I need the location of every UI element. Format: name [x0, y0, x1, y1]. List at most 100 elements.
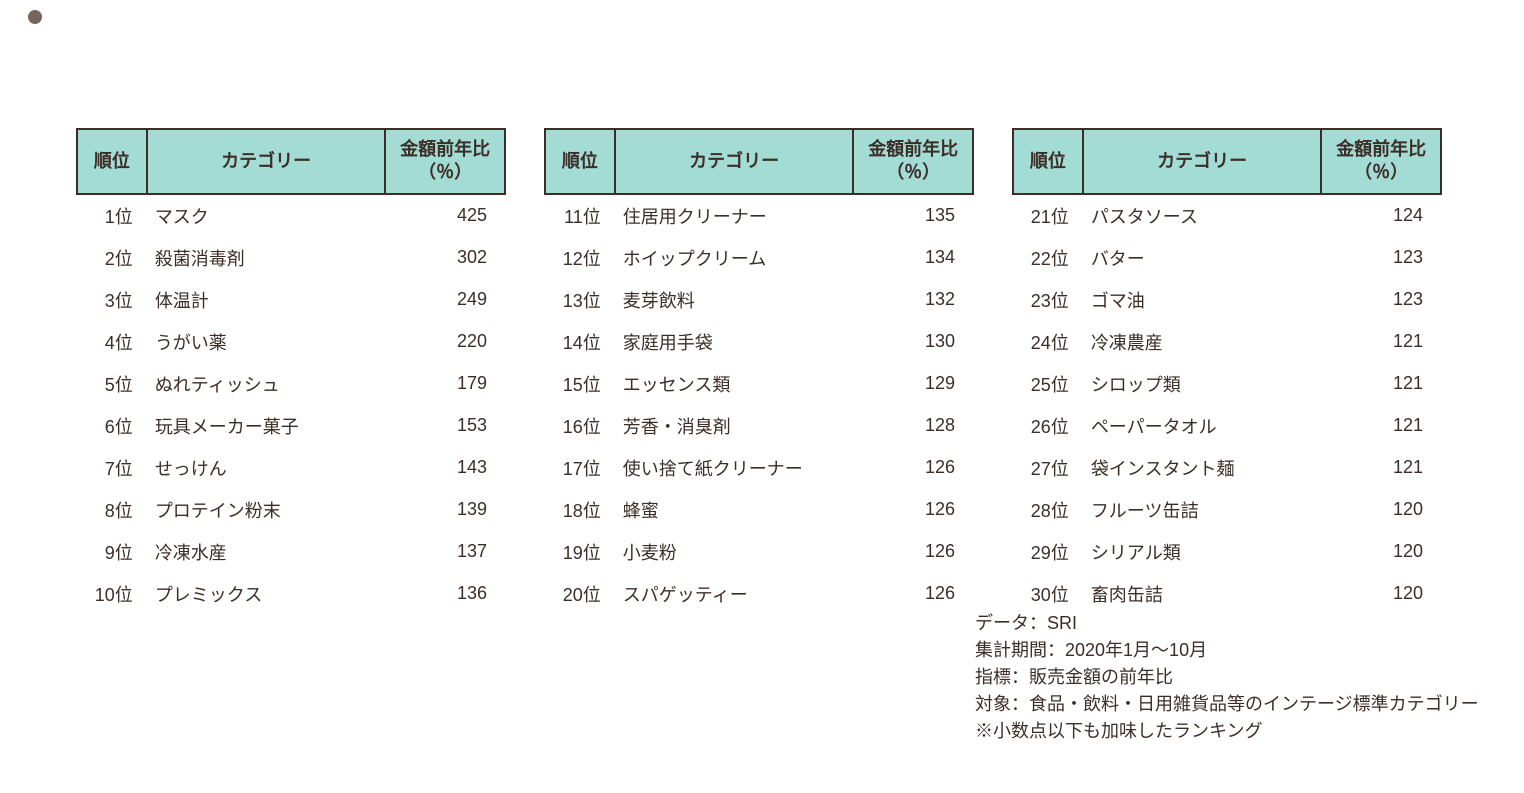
- rank-cell: 23位: [1013, 279, 1083, 321]
- category-cell: 畜肉缶詰: [1083, 573, 1322, 615]
- category-cell: ペーパータオル: [1083, 405, 1322, 447]
- footnote-line: 対象：食品・飲料・日用雑貨品等のインテージ標準カテゴリー: [975, 691, 1479, 718]
- table-row: 25位シロップ類121: [1013, 363, 1441, 405]
- table-row: 21位パスタソース124: [1013, 194, 1441, 237]
- column-header: 順位: [1013, 129, 1083, 194]
- value-cell: 179: [385, 363, 505, 405]
- tables-container: 順位カテゴリー金額前年比（％）1位マスク4252位殺菌消毒剤3023位体温計24…: [76, 128, 1442, 615]
- column-header: 金額前年比（％）: [1321, 129, 1441, 194]
- rank-cell: 20位: [545, 573, 615, 615]
- category-cell: 麦芽飲料: [615, 279, 854, 321]
- rank-cell: 8位: [77, 489, 147, 531]
- value-cell: 249: [385, 279, 505, 321]
- value-cell: 143: [385, 447, 505, 489]
- category-cell: 使い捨て紙クリーナー: [615, 447, 854, 489]
- value-cell: 126: [853, 531, 973, 573]
- table-row: 10位プレミックス136: [77, 573, 505, 615]
- column-header: カテゴリー: [147, 129, 386, 194]
- table-row: 17位使い捨て紙クリーナー126: [545, 447, 973, 489]
- value-cell: 135: [853, 194, 973, 237]
- value-cell: 126: [853, 573, 973, 615]
- rank-cell: 17位: [545, 447, 615, 489]
- category-cell: プロテイン粉末: [147, 489, 386, 531]
- table-row: 8位プロテイン粉末139: [77, 489, 505, 531]
- category-cell: 冷凍水産: [147, 531, 386, 573]
- value-cell: 120: [1321, 573, 1441, 615]
- rank-cell: 3位: [77, 279, 147, 321]
- category-cell: パスタソース: [1083, 194, 1322, 237]
- footnotes: データ：SRI 集計期間：2020年1月～10月 指標：販売金額の前年比 対象：…: [975, 610, 1479, 745]
- value-cell: 121: [1321, 363, 1441, 405]
- rank-cell: 14位: [545, 321, 615, 363]
- category-cell: エッセンス類: [615, 363, 854, 405]
- category-cell: スパゲッティー: [615, 573, 854, 615]
- value-cell: 153: [385, 405, 505, 447]
- value-cell: 121: [1321, 405, 1441, 447]
- rank-cell: 28位: [1013, 489, 1083, 531]
- category-cell: せっけん: [147, 447, 386, 489]
- value-cell: 137: [385, 531, 505, 573]
- table-row: 2位殺菌消毒剤302: [77, 237, 505, 279]
- rank-cell: 18位: [545, 489, 615, 531]
- value-cell: 136: [385, 573, 505, 615]
- table-row: 7位せっけん143: [77, 447, 505, 489]
- table-row: 24位冷凍農産121: [1013, 321, 1441, 363]
- rank-cell: 15位: [545, 363, 615, 405]
- category-cell: ぬれティッシュ: [147, 363, 386, 405]
- value-cell: 128: [853, 405, 973, 447]
- rank-cell: 10位: [77, 573, 147, 615]
- category-cell: うがい薬: [147, 321, 386, 363]
- category-cell: フルーツ缶詰: [1083, 489, 1322, 531]
- category-cell: 袋インスタント麺: [1083, 447, 1322, 489]
- table-row: 29位シリアル類120: [1013, 531, 1441, 573]
- value-cell: 121: [1321, 447, 1441, 489]
- table-row: 13位麦芽飲料132: [545, 279, 973, 321]
- value-cell: 126: [853, 489, 973, 531]
- table-row: 30位畜肉缶詰120: [1013, 573, 1441, 615]
- table-row: 6位玩具メーカー菓子153: [77, 405, 505, 447]
- value-cell: 132: [853, 279, 973, 321]
- column-header: 金額前年比（％）: [853, 129, 973, 194]
- table-row: 15位エッセンス類129: [545, 363, 973, 405]
- table-row: 12位ホイップクリーム134: [545, 237, 973, 279]
- ranking-table-3: 順位カテゴリー金額前年比（％）21位パスタソース12422位バター12323位ゴ…: [1012, 128, 1442, 615]
- table-row: 11位住居用クリーナー135: [545, 194, 973, 237]
- rank-cell: 25位: [1013, 363, 1083, 405]
- rank-cell: 16位: [545, 405, 615, 447]
- category-cell: 殺菌消毒剤: [147, 237, 386, 279]
- rank-cell: 4位: [77, 321, 147, 363]
- rank-cell: 24位: [1013, 321, 1083, 363]
- category-cell: 玩具メーカー菓子: [147, 405, 386, 447]
- category-cell: プレミックス: [147, 573, 386, 615]
- category-cell: マスク: [147, 194, 386, 237]
- rank-cell: 9位: [77, 531, 147, 573]
- value-cell: 126: [853, 447, 973, 489]
- table-row: 20位スパゲッティー126: [545, 573, 973, 615]
- table-row: 22位バター123: [1013, 237, 1441, 279]
- table-row: 23位ゴマ油123: [1013, 279, 1441, 321]
- table-row: 16位芳香・消臭剤128: [545, 405, 973, 447]
- value-cell: 120: [1321, 531, 1441, 573]
- rank-cell: 13位: [545, 279, 615, 321]
- rank-cell: 30位: [1013, 573, 1083, 615]
- value-cell: 124: [1321, 194, 1441, 237]
- table-row: 18位蜂蜜126: [545, 489, 973, 531]
- rank-cell: 22位: [1013, 237, 1083, 279]
- category-cell: シロップ類: [1083, 363, 1322, 405]
- category-cell: 小麦粉: [615, 531, 854, 573]
- rank-cell: 2位: [77, 237, 147, 279]
- category-cell: シリアル類: [1083, 531, 1322, 573]
- rank-cell: 19位: [545, 531, 615, 573]
- table-row: 28位フルーツ缶詰120: [1013, 489, 1441, 531]
- category-cell: バター: [1083, 237, 1322, 279]
- value-cell: 123: [1321, 279, 1441, 321]
- value-cell: 302: [385, 237, 505, 279]
- column-header: 順位: [545, 129, 615, 194]
- column-header: 金額前年比（％）: [385, 129, 505, 194]
- table-row: 19位小麦粉126: [545, 531, 973, 573]
- value-cell: 121: [1321, 321, 1441, 363]
- table-row: 3位体温計249: [77, 279, 505, 321]
- category-cell: 冷凍農産: [1083, 321, 1322, 363]
- footnote-line: 指標：販売金額の前年比: [975, 664, 1479, 691]
- ranking-table-1: 順位カテゴリー金額前年比（％）1位マスク4252位殺菌消毒剤3023位体温計24…: [76, 128, 506, 615]
